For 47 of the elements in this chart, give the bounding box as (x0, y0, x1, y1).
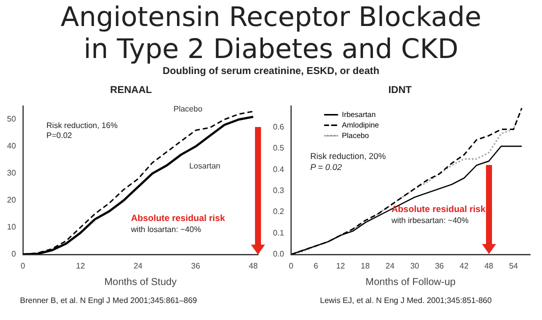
y-tick-label: 50 (6, 114, 16, 124)
y-tick-label: 20 (6, 196, 16, 205)
annotation: Absolute residual risk (131, 212, 226, 223)
y-tick-label: 40 (6, 142, 16, 151)
y-tick-label: 10 (6, 222, 16, 232)
y-tick-label: 0.4 (272, 164, 285, 174)
x-tick-label: 18 (360, 261, 370, 270)
series-label: Losartan (189, 162, 220, 171)
chart-title: IDNT (388, 84, 412, 96)
annotation: Risk reduction, 16% (46, 120, 118, 130)
y-tick-label: 0 (11, 250, 16, 259)
x-tick-label: 54 (509, 261, 519, 270)
annotation: with irbesartan: ~40% (391, 216, 469, 225)
x-tick-label: 12 (336, 261, 346, 270)
x-axis-title: Months of Study (104, 276, 177, 288)
y-tick-label: 0.6 (272, 122, 285, 132)
y-tick-label: 0.3 (272, 186, 285, 196)
y-tick-label: 30 (6, 168, 16, 178)
text: Brenner B, et al. N Engl J Med 2001;345:861–869 (20, 296, 198, 305)
x-tick-label: 30 (410, 261, 420, 270)
x-axis-title: Months of Follow-up (366, 276, 456, 288)
text: Angiotensin Receptor Blockade (60, 2, 482, 33)
x-tick-label: 36 (191, 261, 201, 270)
x-tick-label: 6 (314, 261, 319, 270)
x-tick-label: 24 (386, 261, 395, 270)
x-tick-label: 0 (288, 261, 294, 270)
x-tick-label: 12 (76, 261, 86, 270)
y-tick-label: 0.2 (272, 207, 285, 216)
series-label: Placebo (173, 104, 203, 114)
text: in Type 2 Diabetes and CKD (82, 34, 460, 65)
annotation: with losartan: ~40% (131, 224, 202, 234)
x-tick-label: 48 (484, 261, 494, 270)
annotation: P=0.02 (46, 131, 72, 140)
annotation: Absolute residual risk (391, 204, 486, 214)
x-tick-label: 48 (248, 261, 258, 270)
x-tick-label: 36 (434, 261, 444, 270)
y-tick-label: 0.0 (272, 250, 285, 259)
x-tick-label: 42 (460, 261, 470, 270)
x-tick-label: 0 (20, 261, 26, 270)
annotation: P = 0.02 (310, 162, 342, 172)
text: Doubling of serum creatinine, ESKD, or death (162, 66, 380, 77)
x-tick-label: 24 (134, 261, 144, 270)
annotation: Risk reduction, 20% (310, 150, 386, 161)
y-tick-label: 0.1 (272, 228, 285, 238)
y-tick-label: 0.5 (272, 144, 285, 153)
text: Lewis EJ, et al. N Eng J Med. 2001;345:851-860 (320, 296, 492, 305)
chart-title: RENAAL (110, 84, 152, 96)
